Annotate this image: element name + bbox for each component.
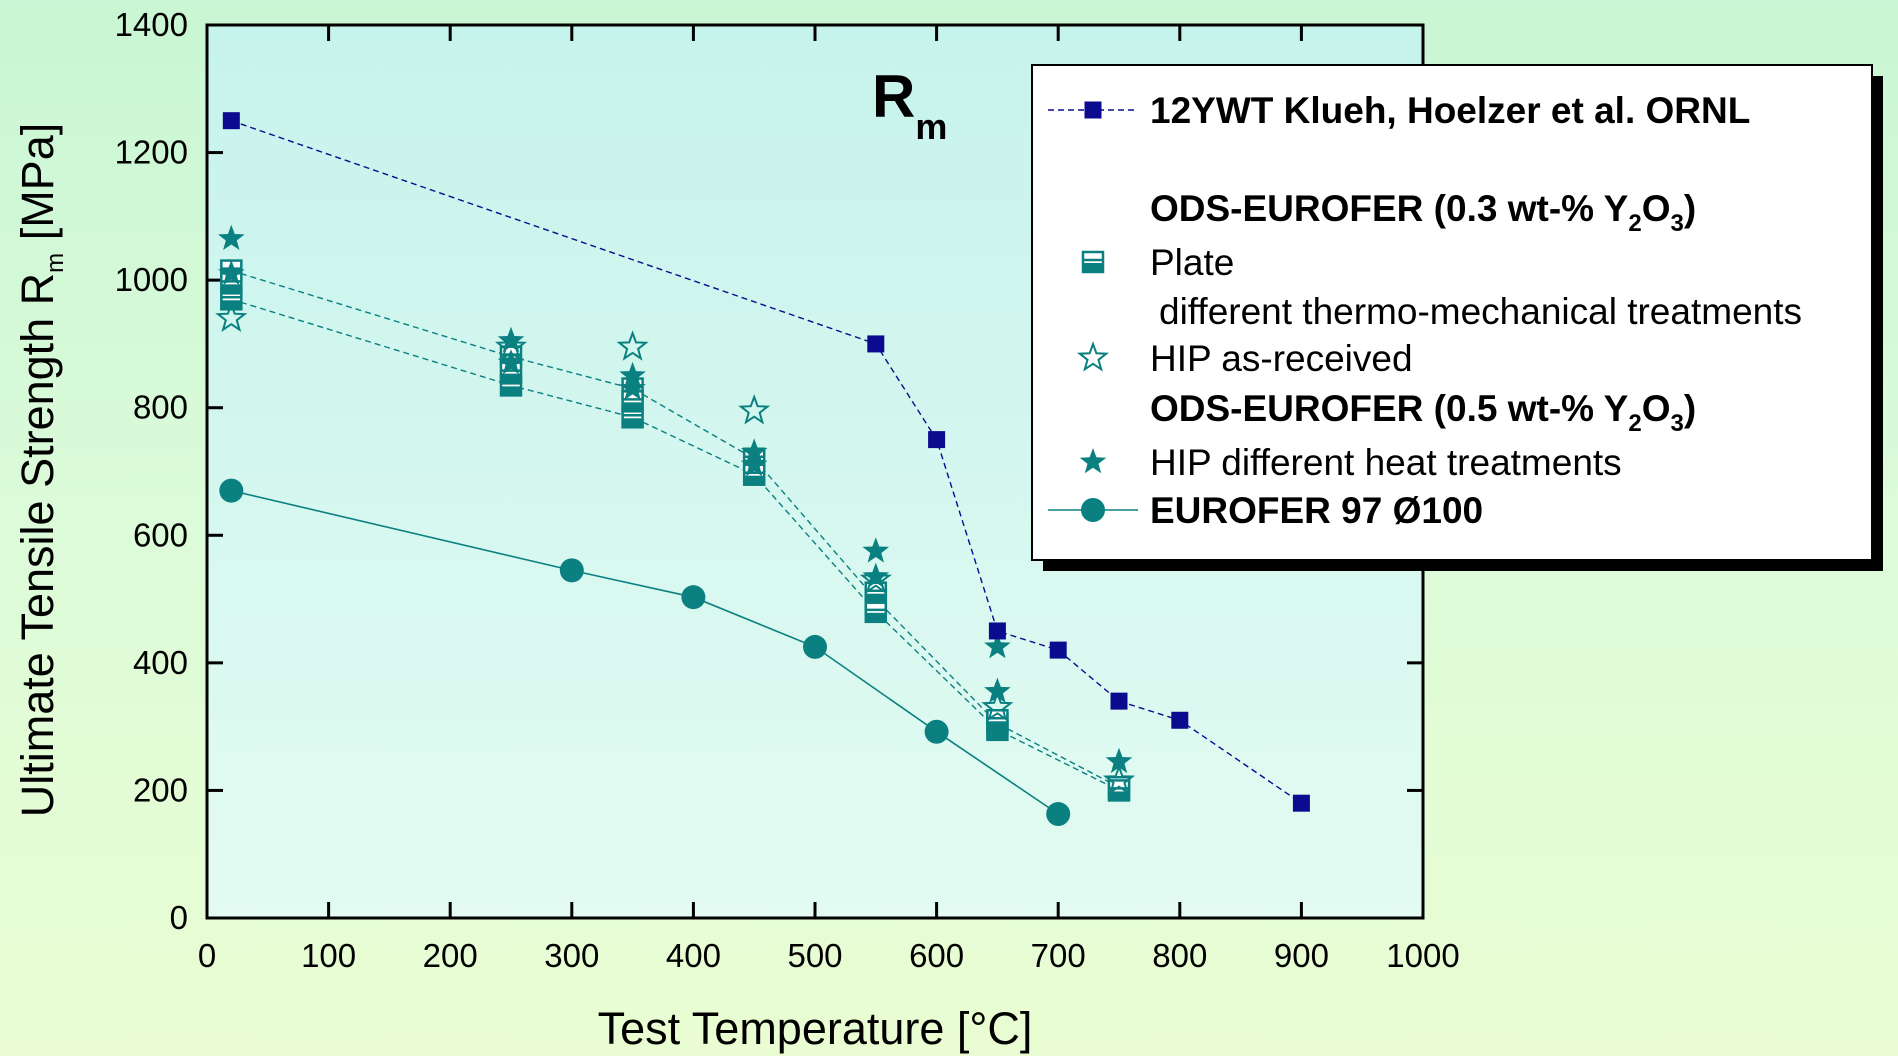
data-point [616,330,649,361]
x-tick-label: 100 [301,937,356,974]
legend-marker [1084,101,1102,119]
data-point [1102,763,1136,795]
data-point [859,562,892,594]
data-point [1105,747,1133,774]
legend-marker [1076,341,1110,372]
y-tick-label: 400 [133,644,188,681]
legend-label: Plate [1150,242,1234,283]
x-tick-label: 1000 [1386,937,1459,974]
data-point [988,622,1006,640]
data-point [222,112,240,130]
y-tick-label: 600 [133,516,188,553]
data-point [1171,711,1189,729]
series-line [231,120,1302,804]
data-point [867,335,885,353]
y-axis-title: Ultimate Tensile Strength Rm [MPa] [12,123,69,817]
data-point [740,451,768,477]
chart-annotation: Rm [872,63,947,147]
legend-heading: ODS-EUROFER (0.5 wt-% Y2O3) [1150,388,1696,437]
data-point [497,349,525,375]
y-tick-label: 200 [133,771,188,808]
x-axis-title: Test Temperature [°C] [598,1003,1033,1054]
data-point [1049,641,1067,659]
x-tick-label: 400 [666,937,721,974]
data-point [218,259,245,286]
data-point [1046,802,1071,827]
legend-marker [1081,498,1105,522]
data-point [803,634,827,659]
data-point [1110,692,1128,710]
legend-label: HIP different heat treatments [1150,442,1622,483]
legend-label: HIP as-received [1150,338,1413,379]
data-point [862,562,890,589]
legend: 12YWT Klueh, Hoelzer et al. ORNL ODS-EURO… [1031,64,1883,571]
data-point [1292,794,1310,812]
legend-label: EUROFER 97 Ø100 [1150,490,1483,531]
data-point [619,361,646,388]
y-tick-label: 1000 [115,261,188,298]
data-point [924,719,949,744]
axis-ticks: 0 100 200 300 400 500 600 700 800 900 1000 0 200 400 6… [115,6,1460,974]
data-point [681,585,706,610]
data-point [740,438,768,464]
y-tick-label: 800 [133,389,188,426]
data-point [928,431,946,449]
series-markers [215,112,1310,827]
y-tick-label: 1400 [115,6,188,43]
series-line [231,489,1059,815]
x-tick-label: 200 [423,937,478,974]
data-point [738,393,771,425]
legend-note: different thermo-mechanical treatments [1159,291,1802,332]
data-point [864,600,888,624]
data-point [981,690,1014,722]
data-point [984,677,1011,703]
data-point [984,632,1011,659]
x-tick-label: 800 [1152,937,1207,974]
y-tick-label: 0 [170,899,188,936]
legend-marker [1079,448,1107,474]
data-point [559,558,584,583]
x-tick-label: 900 [1274,937,1329,974]
data-point [497,326,525,353]
x-tick-label: 0 [198,937,216,974]
x-tick-label: 600 [909,937,964,974]
data-point [219,478,244,503]
data-point [619,374,646,400]
x-tick-label: 700 [1031,937,1086,974]
y-tick-label: 1200 [115,134,188,171]
x-tick-label: 500 [787,937,842,974]
legend-marker [1081,250,1105,274]
legend-label: 12YWT Klueh, Hoelzer et al. ORNL [1150,90,1750,131]
data-point [218,224,245,250]
x-tick-label: 300 [544,937,599,974]
legend-heading: ODS-EUROFER (0.3 wt-% Y2O3) [1150,188,1696,237]
data-point [862,537,890,563]
data-point [215,301,248,333]
